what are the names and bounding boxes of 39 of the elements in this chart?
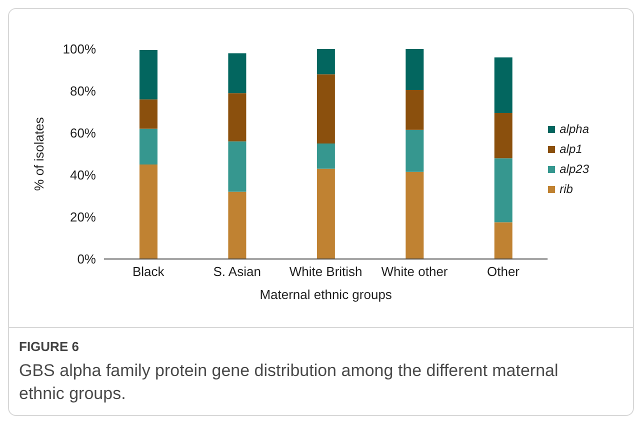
y-tick-label: 80% <box>70 84 96 99</box>
x-tick-label: White other <box>381 264 448 280</box>
legend-label: rib <box>560 182 573 196</box>
bar <box>316 49 335 74</box>
bar <box>139 128 158 164</box>
bar <box>406 172 424 259</box>
y-tick-label: 0% <box>77 252 96 267</box>
bar <box>316 168 335 259</box>
legend-label: alp1 <box>560 142 582 156</box>
x-tick-label: Black <box>132 264 165 280</box>
bar <box>494 158 512 222</box>
bar <box>139 99 158 129</box>
bar <box>228 93 246 142</box>
y-axis-title: % of isolates <box>32 116 47 191</box>
bar <box>139 164 158 259</box>
x-tick-label: Other <box>487 264 520 280</box>
y-tick-label: 60% <box>70 126 96 141</box>
bar <box>228 53 246 94</box>
bar <box>406 130 424 172</box>
bar <box>494 113 512 158</box>
y-tick-label: 20% <box>70 210 96 225</box>
y-tick-label: 40% <box>70 168 96 183</box>
bar <box>494 222 512 259</box>
x-tick-label: White British <box>289 264 362 280</box>
y-tick-label: 100% <box>62 42 96 57</box>
bar <box>406 90 424 130</box>
bar <box>139 50 158 100</box>
bar <box>494 57 512 114</box>
bar <box>316 144 335 169</box>
bar <box>316 74 335 144</box>
text: FIGURE 6 <box>19 339 79 354</box>
bar <box>406 49 424 90</box>
bar <box>228 141 246 192</box>
x-tick-label: S. Asian <box>213 264 261 280</box>
legend-label: alpha <box>560 122 589 136</box>
legend-label: alp23 <box>560 162 589 176</box>
bar <box>228 192 246 259</box>
text: GBS alpha family protein gene distribution among the different maternal ethnic groups. <box>19 360 560 405</box>
x-axis-title: Maternal ethnic groups <box>260 287 392 302</box>
